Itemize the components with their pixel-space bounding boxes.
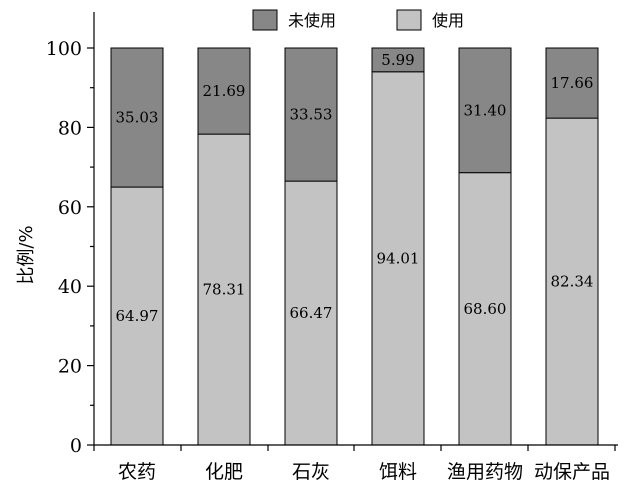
x-tick-label-4: 饵料 xyxy=(379,461,417,483)
x-tick-label-1: 农药 xyxy=(118,461,156,483)
y-tick-label-100: 100 xyxy=(46,38,82,60)
legend-label-used: 使用 xyxy=(432,11,464,30)
y-tick-label-40: 40 xyxy=(58,276,82,298)
y-tick-label-20: 20 xyxy=(58,356,82,378)
bar-unused-2 xyxy=(197,47,251,135)
data-label-used-3: 66.47 xyxy=(290,304,333,322)
data-label-used-4: 94.01 xyxy=(377,249,420,267)
x-tick-label-6: 动保产品 xyxy=(534,461,610,483)
data-label-unused-5: 31.40 xyxy=(464,101,507,119)
data-label-unused-1: 35.03 xyxy=(116,109,159,127)
legend-swatch-used xyxy=(396,9,422,31)
legend: 未使用 使用 xyxy=(252,9,464,31)
data-label-unused-3: 33.53 xyxy=(290,106,333,124)
bar-used-5 xyxy=(458,172,512,446)
bar-unused-3 xyxy=(284,47,338,182)
y-tick-label-0: 0 xyxy=(70,435,82,457)
labels-group: 64.97 35.03 农药 78.31 21.69 化肥 66.47 33.53 石灰 94.0… xyxy=(116,51,610,483)
bar-used-6 xyxy=(545,117,599,446)
data-label-used-2: 78.31 xyxy=(203,281,246,299)
x-tick-label-3: 石灰 xyxy=(292,461,330,483)
bar-used-3 xyxy=(284,180,338,446)
bar-unused-1 xyxy=(110,47,164,188)
bar-unused-5 xyxy=(458,47,512,174)
legend-swatch-unused xyxy=(252,9,278,31)
bars-group xyxy=(110,47,599,446)
y-tick-label-60: 60 xyxy=(58,197,82,219)
data-label-unused-6: 17.66 xyxy=(551,74,594,92)
legend-label-unused: 未使用 xyxy=(288,11,336,30)
data-label-used-1: 64.97 xyxy=(116,307,159,325)
bar-unused-4 xyxy=(371,47,425,73)
data-label-unused-2: 21.69 xyxy=(203,82,246,100)
y-tick-label-80: 80 xyxy=(58,117,82,139)
bar-unused-6 xyxy=(545,47,599,119)
x-tick-label-2: 化肥 xyxy=(205,461,243,483)
axes-group: 0 20 40 60 80 100 xyxy=(46,12,618,457)
bar-used-1 xyxy=(110,186,164,446)
data-label-unused-4: 5.99 xyxy=(381,51,414,69)
x-tick-label-5: 渔用药物 xyxy=(447,461,523,483)
y-axis-label: 比例/% xyxy=(16,225,37,284)
data-label-used-6: 82.34 xyxy=(551,273,594,291)
data-label-used-5: 68.60 xyxy=(464,300,507,318)
